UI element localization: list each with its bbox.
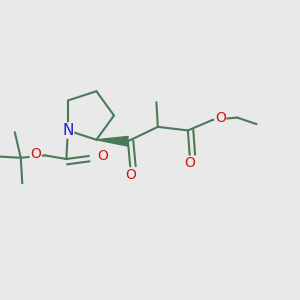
Polygon shape <box>96 136 128 146</box>
Text: N: N <box>62 123 74 138</box>
Text: O: O <box>215 111 226 124</box>
Text: O: O <box>184 157 195 170</box>
Text: O: O <box>125 168 136 182</box>
Text: O: O <box>30 147 41 161</box>
Text: O: O <box>97 149 108 163</box>
